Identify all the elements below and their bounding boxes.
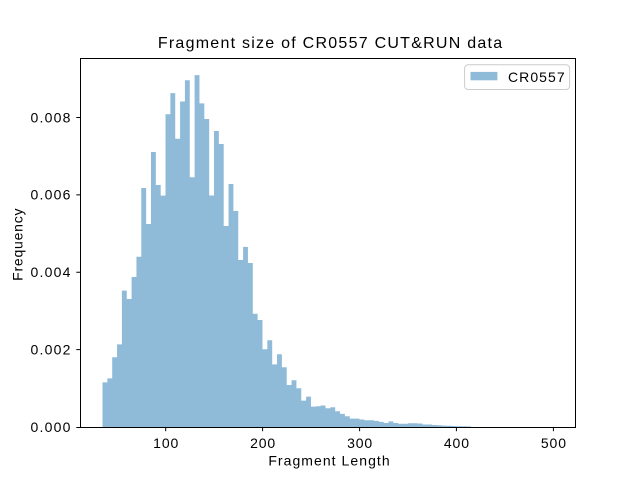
svg-text:300: 300 (347, 435, 373, 451)
svg-text:Fragment Length: Fragment Length (268, 453, 390, 469)
svg-text:CR0557: CR0557 (508, 69, 566, 85)
svg-text:0.002: 0.002 (31, 341, 72, 357)
svg-text:400: 400 (444, 435, 470, 451)
svg-text:200: 200 (250, 435, 276, 451)
svg-text:500: 500 (541, 435, 567, 451)
svg-text:0.000: 0.000 (31, 419, 72, 435)
svg-text:0.008: 0.008 (31, 109, 72, 125)
svg-text:Fragment size of CR0557 CUT&RU: Fragment size of CR0557 CUT&RUN data (158, 35, 504, 52)
svg-text:Frequency: Frequency (9, 208, 25, 281)
svg-text:0.004: 0.004 (31, 264, 72, 280)
svg-text:100: 100 (153, 435, 179, 451)
svg-text:0.006: 0.006 (31, 187, 72, 203)
